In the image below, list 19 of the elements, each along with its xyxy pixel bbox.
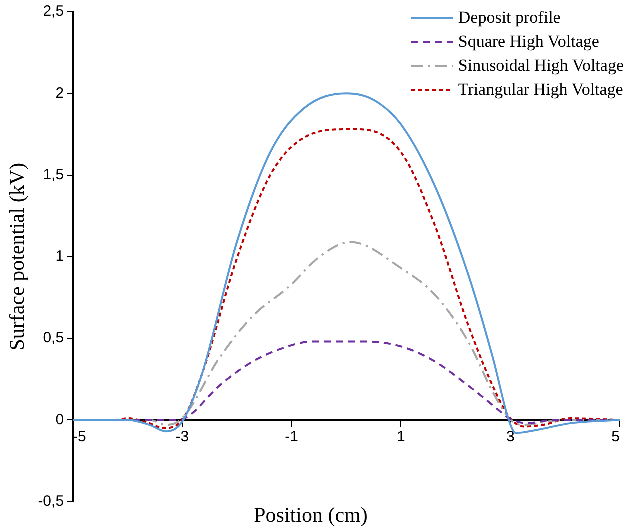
y-tick-label: 1,5	[43, 166, 64, 184]
y-tick-label: -0,5	[38, 492, 64, 510]
legend-label: Triangular High Voltage	[458, 80, 624, 100]
y-axis-title: Surface potential (kV)	[5, 163, 30, 351]
legend-label: Square High Voltage	[458, 32, 600, 52]
legend-label: Sinusoidal High Voltage	[458, 56, 624, 76]
x-tick-label: 3	[506, 428, 515, 446]
y-tick-label: 2,5	[43, 3, 64, 20]
y-tick-label: 2	[56, 84, 64, 102]
x-tick-label: -5	[73, 428, 86, 446]
x-tick-label: -1	[285, 428, 298, 446]
legend-label: Deposit profile	[458, 8, 561, 28]
x-axis-title: Position (cm)	[254, 502, 368, 527]
x-tick-label: -3	[176, 428, 190, 446]
y-tick-label: 0,5	[43, 330, 64, 347]
y-tick-label: 0	[56, 411, 64, 428]
y-tick-label: 1	[56, 248, 64, 266]
x-tick-label: 5	[612, 428, 620, 446]
x-tick-label: 1	[397, 428, 406, 446]
